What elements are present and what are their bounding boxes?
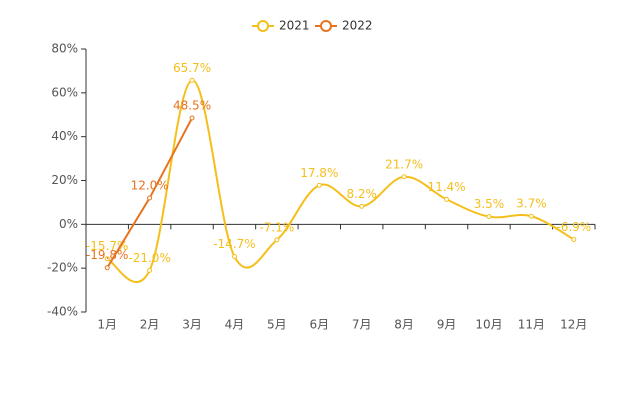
point [359, 203, 365, 209]
value-label: 12.0% [131, 179, 169, 193]
x-tick-label: 9月 [437, 318, 457, 332]
y-tick-label: 20% [51, 173, 78, 187]
value-label: -21.0% [128, 251, 170, 265]
value-label: 3.7% [516, 197, 547, 211]
legend-label: 2021 [279, 19, 310, 33]
point [486, 214, 492, 220]
legend-marker [320, 20, 332, 32]
series-line [106, 79, 575, 283]
y-tick-label: -20% [47, 261, 78, 275]
x-tick-label: 6月 [309, 318, 329, 332]
point [104, 256, 110, 262]
point [528, 213, 534, 219]
y-tick-label: 40% [51, 129, 78, 143]
y-tick-label: 80% [51, 42, 78, 56]
point [231, 254, 237, 260]
point [444, 196, 450, 202]
y-tick-label: 0% [59, 217, 78, 231]
value-label: 21.7% [385, 157, 423, 171]
value-label: 11.4% [427, 180, 465, 194]
series-line [106, 117, 193, 269]
x-tick-label: 11月 [518, 318, 545, 332]
point [189, 77, 195, 83]
x-tick-label: 7月 [352, 318, 372, 332]
legend-marker [257, 20, 269, 32]
point [147, 267, 153, 273]
value-label: -7.1% [259, 220, 294, 234]
value-label: -6.9% [556, 220, 591, 234]
y-tick-label: 60% [51, 85, 78, 99]
x-tick-label: 5月 [267, 318, 287, 332]
value-label: 17.8% [300, 166, 338, 180]
x-tick-label: 1月 [97, 318, 117, 332]
point [274, 237, 280, 243]
point [401, 174, 407, 180]
value-label: 3.5% [474, 197, 505, 211]
x-tick-label: 3月 [182, 318, 202, 332]
point [316, 182, 322, 188]
x-tick-label: 8月 [394, 318, 414, 332]
legend-label: 2022 [342, 19, 373, 33]
x-tick-label: 10月 [475, 318, 502, 332]
x-tick-label: 12月 [560, 318, 587, 332]
legend-item: 2021 [252, 19, 310, 33]
point [189, 115, 195, 121]
legend-item: 2022 [315, 19, 373, 33]
x-tick-label: 4月 [225, 318, 245, 332]
value-label: 8.2% [346, 187, 377, 201]
value-label: -19.8% [86, 248, 128, 262]
point [571, 236, 577, 242]
value-label: -14.7% [213, 237, 255, 251]
value-label: 65.7% [173, 61, 211, 75]
point [104, 265, 110, 271]
x-tick-label: 2月 [140, 318, 160, 332]
value-label: 48.5% [173, 99, 211, 113]
point [147, 195, 153, 201]
y-tick-label: -40% [47, 305, 78, 319]
